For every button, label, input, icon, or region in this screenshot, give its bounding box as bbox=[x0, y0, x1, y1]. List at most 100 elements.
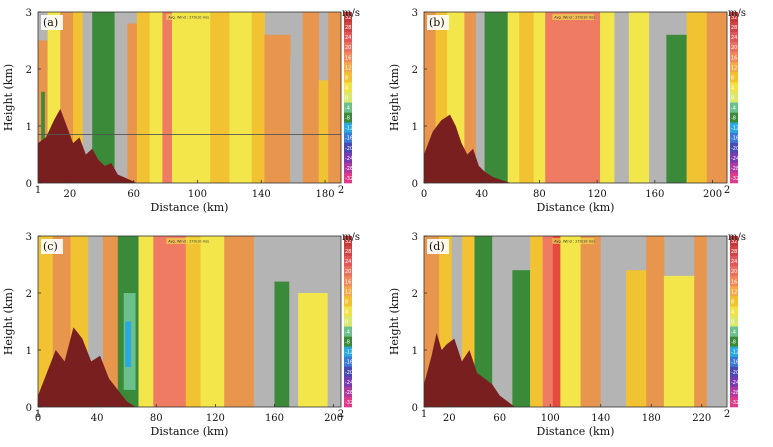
velocity-band bbox=[475, 12, 486, 183]
legend-swatch bbox=[730, 132, 738, 144]
legend-swatch bbox=[730, 172, 738, 184]
unit-label: m/s bbox=[342, 8, 360, 19]
wind-banner-bg bbox=[552, 238, 595, 244]
y-tick-label: 0 bbox=[26, 179, 32, 190]
legend-swatch bbox=[730, 82, 738, 93]
legend-swatch bbox=[730, 162, 738, 174]
legend-label: -16 bbox=[345, 360, 353, 366]
legend-swatch bbox=[344, 72, 352, 83]
unit-label: m/s bbox=[728, 232, 746, 243]
y-tick-label: 0 bbox=[412, 403, 418, 414]
velocity-band bbox=[185, 236, 202, 407]
legend-swatch bbox=[730, 72, 738, 83]
velocity-band bbox=[327, 236, 342, 407]
legend-swatch bbox=[344, 236, 352, 247]
legend-swatch bbox=[344, 276, 352, 287]
x-tick-label: 160 bbox=[265, 413, 284, 424]
legend-swatch bbox=[344, 12, 352, 23]
velocity-band bbox=[694, 236, 708, 407]
legend-swatch bbox=[730, 276, 738, 287]
velocity-band bbox=[264, 34, 291, 183]
velocity-band bbox=[138, 236, 154, 407]
legend-swatch bbox=[730, 22, 738, 33]
legend-label: -24 bbox=[345, 380, 353, 386]
start-point-label: 1 bbox=[35, 409, 41, 420]
velocity-band bbox=[200, 236, 225, 407]
legend-label: -16 bbox=[345, 136, 353, 142]
legend-swatch bbox=[730, 326, 738, 337]
velocity-band bbox=[229, 12, 253, 183]
legend-swatch bbox=[730, 246, 738, 257]
legend-swatch bbox=[344, 152, 352, 164]
legend-label: -28 bbox=[731, 390, 739, 396]
wind-banner-bg bbox=[552, 14, 595, 20]
x-tick-label: 100 bbox=[188, 189, 207, 200]
legend-swatch bbox=[730, 102, 738, 113]
legend-swatch bbox=[344, 366, 352, 378]
wind-banner: Avg. Wind : 270/10 m/s bbox=[168, 240, 209, 244]
legend-swatch bbox=[344, 162, 352, 174]
legend-swatch bbox=[344, 22, 352, 33]
legend-swatch bbox=[730, 356, 738, 368]
y-tick-label: 1 bbox=[26, 122, 32, 133]
legend-label: -12 bbox=[731, 126, 739, 132]
legend-label: 16 bbox=[731, 55, 737, 61]
velocity-band bbox=[92, 12, 116, 183]
tag-box bbox=[41, 239, 63, 254]
y-axis-label: Height (km) bbox=[2, 288, 15, 355]
y-tick-label: 3 bbox=[412, 232, 418, 243]
legend-swatch bbox=[730, 92, 738, 103]
x-axis-label: Distance (km) bbox=[151, 201, 229, 214]
legend-swatch bbox=[730, 266, 738, 277]
legend-label: 20 bbox=[345, 269, 351, 275]
plot-frame bbox=[423, 235, 728, 408]
velocity-band bbox=[274, 281, 290, 407]
velocity-band bbox=[289, 57, 304, 183]
legend-swatch bbox=[344, 336, 352, 347]
x-tick-label: 40 bbox=[475, 189, 488, 200]
legend-label: 0 bbox=[345, 320, 348, 326]
legend-label: 32 bbox=[731, 15, 737, 21]
legend-label: 32 bbox=[345, 15, 351, 21]
velocity-band bbox=[153, 236, 187, 407]
velocity-band bbox=[127, 23, 138, 184]
legend-label: -28 bbox=[345, 166, 353, 172]
legend-swatch bbox=[730, 296, 738, 307]
y-tick-label: 1 bbox=[26, 346, 32, 357]
y-tick-label: 0 bbox=[412, 179, 418, 190]
x-tick-label: 120 bbox=[206, 413, 225, 424]
legend-swatch bbox=[344, 266, 352, 277]
terrain bbox=[424, 332, 515, 407]
y-tick-label: 2 bbox=[412, 289, 418, 300]
legend-label: 0 bbox=[345, 96, 348, 102]
velocity-band bbox=[519, 12, 535, 183]
x-axis-label: Distance (km) bbox=[537, 201, 615, 214]
legend-label: -28 bbox=[345, 390, 353, 396]
panel-tag: (b) bbox=[429, 16, 445, 29]
legend-label: 24 bbox=[345, 35, 351, 41]
wind-banner: Avg. Wind : 270/10 m/s bbox=[168, 16, 209, 20]
velocity-band bbox=[507, 12, 520, 183]
legend-label: 4 bbox=[345, 85, 348, 91]
y-tick-label: 2 bbox=[26, 65, 32, 76]
velocity-band bbox=[686, 12, 708, 183]
x-axis-label: Distance (km) bbox=[151, 425, 229, 438]
legend-swatch bbox=[730, 306, 738, 317]
x-tick-label: 140 bbox=[591, 413, 610, 424]
x-tick-label: 80 bbox=[150, 413, 163, 424]
tag-box bbox=[427, 15, 449, 30]
legend-swatch bbox=[344, 286, 352, 297]
velocity-band bbox=[451, 236, 463, 407]
legend-swatch bbox=[344, 142, 352, 154]
legend-swatch bbox=[730, 142, 738, 154]
y-axis-label: Height (km) bbox=[388, 288, 401, 355]
panel-tag: (d) bbox=[429, 240, 445, 253]
velocity-band bbox=[302, 12, 320, 183]
y-axis-label: Height (km) bbox=[2, 64, 15, 131]
velocity-band bbox=[210, 12, 230, 183]
legend-swatch bbox=[730, 286, 738, 297]
legend-label: 28 bbox=[731, 249, 737, 255]
